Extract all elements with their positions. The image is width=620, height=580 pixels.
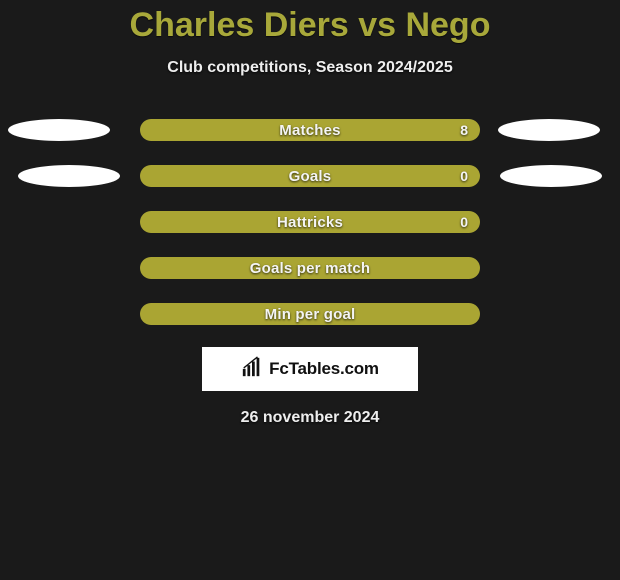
- stat-row-goals-per-match: Goals per match: [0, 257, 620, 279]
- player1-ellipse: [8, 119, 110, 141]
- stat-value: 8: [460, 122, 468, 138]
- stats-rows: Matches 8 Goals 0 Hattricks 0 Goals per …: [0, 119, 620, 325]
- bar-chart-icon: [241, 356, 263, 383]
- stat-row-goals: Goals 0: [0, 165, 620, 187]
- stat-label: Matches: [279, 122, 340, 139]
- stat-row-matches: Matches 8: [0, 119, 620, 141]
- player1-ellipse: [18, 165, 120, 187]
- page-title: Charles Diers vs Nego: [0, 0, 620, 45]
- infographic-root: Charles Diers vs Nego Club competitions,…: [0, 0, 620, 580]
- brand-badge[interactable]: FcTables.com: [202, 347, 418, 391]
- player2-ellipse: [500, 165, 602, 187]
- stat-bar: Min per goal: [140, 303, 480, 325]
- brand-text: FcTables.com: [269, 359, 379, 379]
- stat-row-min-per-goal: Min per goal: [0, 303, 620, 325]
- stat-label: Goals per match: [250, 260, 371, 277]
- stat-row-hattricks: Hattricks 0: [0, 211, 620, 233]
- stat-label: Min per goal: [265, 306, 356, 323]
- stat-value: 0: [460, 168, 468, 184]
- stat-bar: Hattricks 0: [140, 211, 480, 233]
- player2-ellipse: [498, 119, 600, 141]
- stat-value: 0: [460, 214, 468, 230]
- stat-bar: Goals per match: [140, 257, 480, 279]
- stat-label: Hattricks: [277, 214, 343, 231]
- subtitle: Club competitions, Season 2024/2025: [0, 59, 620, 77]
- stat-bar: Matches 8: [140, 119, 480, 141]
- stat-bar: Goals 0: [140, 165, 480, 187]
- date-label: 26 november 2024: [0, 409, 620, 427]
- stat-label: Goals: [289, 168, 332, 185]
